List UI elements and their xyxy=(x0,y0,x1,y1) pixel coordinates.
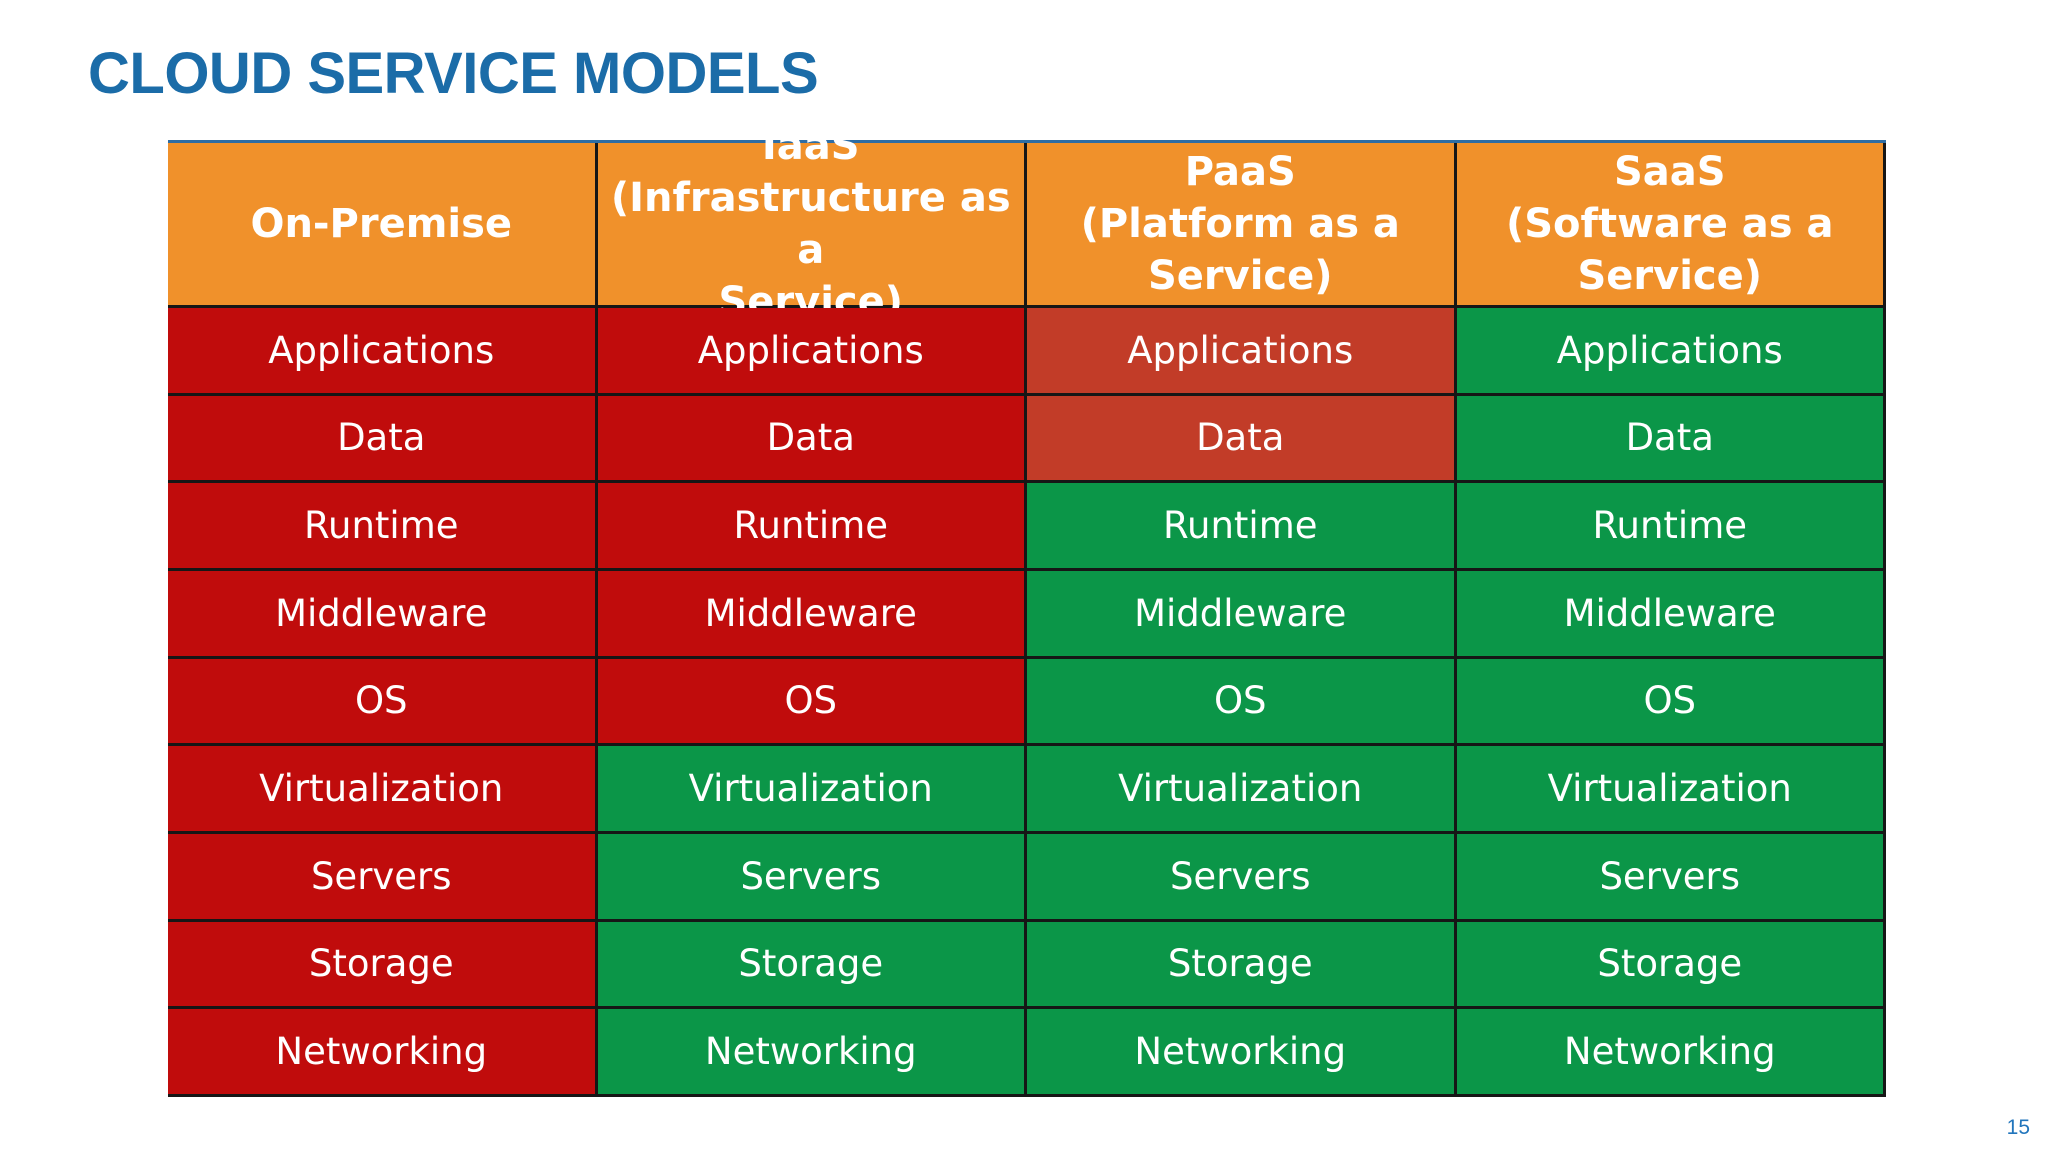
cell-saas-servers: Servers xyxy=(1456,833,1883,919)
cell-paas-os: OS xyxy=(1027,658,1454,744)
cell-on-premise-applications: Applications xyxy=(168,308,595,393)
cell-saas-virtualization: Virtualization xyxy=(1456,746,1883,831)
cell-paas-data: Data xyxy=(1027,395,1454,481)
cell-saas-applications: Applications xyxy=(1456,308,1883,393)
cell-saas-storage: Storage xyxy=(1456,921,1883,1007)
page-number: 15 xyxy=(2006,1116,2030,1139)
cell-on-premise-servers: Servers xyxy=(168,833,595,919)
cloud-service-models-table: On-Premise Applications Data Runtime Mid… xyxy=(168,123,1886,1097)
cell-on-premise-networking: Networking xyxy=(168,1009,595,1094)
cell-paas-virtualization: Virtualization xyxy=(1027,746,1454,831)
cell-iaas-networking: Networking xyxy=(597,1009,1024,1094)
cell-paas-servers: Servers xyxy=(1027,833,1454,919)
cell-paas-middleware: Middleware xyxy=(1027,570,1454,656)
cell-iaas-storage: Storage xyxy=(597,921,1024,1007)
cell-saas-runtime: Runtime xyxy=(1456,483,1883,568)
cell-iaas-os: OS xyxy=(597,658,1024,744)
cell-on-premise-middleware: Middleware xyxy=(168,570,595,656)
cell-on-premise-data: Data xyxy=(168,395,595,481)
cell-saas-networking: Networking xyxy=(1456,1009,1883,1094)
table-top-rule xyxy=(168,140,1886,143)
cell-on-premise-runtime: Runtime xyxy=(168,483,595,568)
cell-paas-applications: Applications xyxy=(1027,308,1454,393)
cell-iaas-servers: Servers xyxy=(597,833,1024,919)
cell-paas-networking: Networking xyxy=(1027,1009,1454,1094)
cell-iaas-virtualization: Virtualization xyxy=(597,746,1024,831)
cell-saas-data: Data xyxy=(1456,395,1883,481)
cell-iaas-middleware: Middleware xyxy=(597,570,1024,656)
header-on-premise: On-Premise xyxy=(168,143,595,305)
cell-iaas-applications: Applications xyxy=(597,308,1024,393)
header-saas: SaaS (Software as a Service) xyxy=(1456,143,1883,305)
cell-saas-middleware: Middleware xyxy=(1456,570,1883,656)
header-iaas: IaaS (Infrastructure as a Service) xyxy=(597,123,1024,325)
cell-on-premise-storage: Storage xyxy=(168,921,595,1007)
cell-paas-runtime: Runtime xyxy=(1027,483,1454,568)
cell-iaas-data: Data xyxy=(597,395,1024,481)
header-paas: PaaS (Platform as a Service) xyxy=(1027,143,1454,305)
cell-iaas-runtime: Runtime xyxy=(597,483,1024,568)
cell-on-premise-virtualization: Virtualization xyxy=(168,746,595,831)
cell-paas-storage: Storage xyxy=(1027,921,1454,1007)
cell-saas-os: OS xyxy=(1456,658,1883,744)
page-title: CLOUD SERVICE MODELS xyxy=(88,41,819,106)
cell-on-premise-os: OS xyxy=(168,658,595,744)
comparison-grid: On-Premise Applications Data Runtime Mid… xyxy=(168,123,1886,1097)
